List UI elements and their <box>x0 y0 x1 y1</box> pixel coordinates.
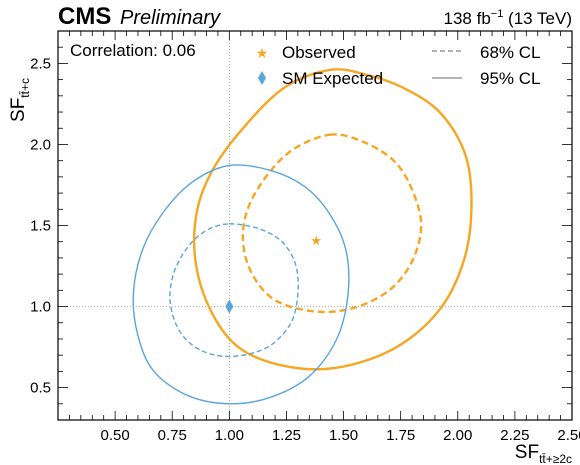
contour-expected-95 <box>132 164 350 405</box>
y-tick-label: 0.5 <box>30 380 51 397</box>
y-tick-label: 2.0 <box>30 136 51 153</box>
legend-observed-label: Observed <box>282 43 356 62</box>
legend-95-label: 95% CL <box>480 69 540 88</box>
y-axis-title: SFtt̄+c <box>8 78 32 122</box>
x-tick-label: 0.50 <box>101 427 130 444</box>
sm-expected-point <box>225 299 234 314</box>
contour-observed-68 <box>241 133 423 314</box>
luminosity-label: 138 fb−1 (13 TeV) <box>444 8 572 28</box>
plot-frame <box>57 30 573 421</box>
observed-best-fit-point: ★ <box>310 233 322 248</box>
legend-expected-marker <box>258 71 266 85</box>
guide-lines <box>58 31 572 420</box>
x-axis-title: SFtt̄+≥2c <box>515 442 572 465</box>
y-tick-label: 2.5 <box>30 55 51 72</box>
contour-observed-95 <box>192 68 473 371</box>
plot-area: ★ <box>58 31 572 420</box>
legend-observed-marker: ★ <box>256 45 269 61</box>
x-tick-label: 2.50 <box>557 427 580 444</box>
contour-expected-68 <box>169 223 299 358</box>
x-tick-label: 1.75 <box>386 427 415 444</box>
x-tick-label: 1.50 <box>329 427 358 444</box>
correlation-annotation: Correlation: 0.06 <box>70 41 196 60</box>
points: ★ <box>225 233 322 314</box>
y-tick-label: 1.0 <box>30 299 51 316</box>
cms-label: CMS <box>58 3 111 30</box>
x-tick-label: 2.25 <box>500 427 529 444</box>
legend-68-label: 68% CL <box>480 43 540 62</box>
legend: ★ Observed SM Expected 68% CL 95% CL <box>256 43 541 88</box>
x-tick-label: 1.25 <box>272 427 301 444</box>
contours <box>132 68 473 405</box>
x-tick-label: 0.75 <box>158 427 187 444</box>
legend-expected-label: SM Expected <box>282 69 383 88</box>
y-tick-label: 1.5 <box>30 218 51 235</box>
x-axis-ticks: 0.50 0.75 1.00 1.25 1.50 1.75 2.00 2.25 2.50 <box>69 31 580 444</box>
preliminary-label: Preliminary <box>120 7 221 29</box>
x-tick-label: 2.00 <box>443 427 472 444</box>
y-axis-ticks: 0.5 1.0 1.5 2.0 2.5 <box>30 30 572 421</box>
x-tick-label: 1.00 <box>215 427 244 444</box>
